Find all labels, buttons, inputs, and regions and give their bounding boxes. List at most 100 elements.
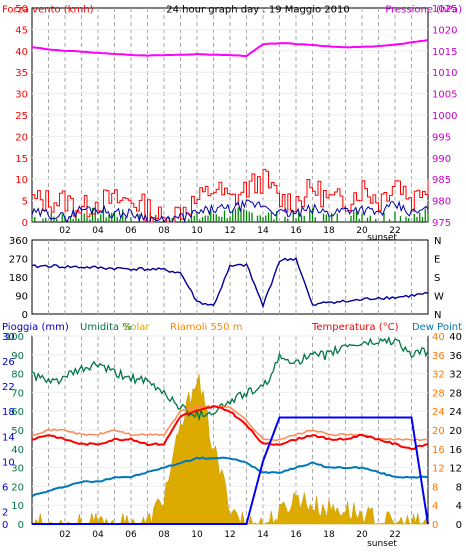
x-tick-label-top: 04 [92,226,104,236]
temp-tick-label: 16 [432,445,445,456]
temp-tick-label: 36 [432,351,445,362]
temp-tick-label: 8 [432,482,438,493]
temperature-axis-title: Temperatura (°C) [311,322,399,333]
wind-tick-label: 25 [15,111,28,122]
wind-speed-axis-title: Forza vento (kmh) [2,4,94,15]
dew-tick-label: 16 [449,445,462,456]
pressure-line [31,39,429,58]
humidity-tick-label: 100 [5,332,24,343]
graph-title: 24 hour graph day : 19 Maggio 2010 [166,4,349,15]
x-tick-label-top: 20 [356,226,368,236]
pressure-tick-label: 1005 [432,90,457,101]
pressure-tick-label: 1010 [432,68,457,79]
x-tick-label-bottom: 20 [356,530,368,540]
dewpoint-axis-title: Dew Point [412,322,462,333]
wind-speed-line [32,168,429,223]
compass-label: S [434,273,440,284]
temp-tick-label: 40 [432,332,445,343]
dew-tick-label: 36 [449,351,462,362]
pressure-tick-label: 995 [432,132,451,143]
wind-tick-label: 50 [15,4,28,15]
direction-tick-label: 270 [9,255,28,266]
pressure-tick-label: 985 [432,175,451,186]
x-tick-label-bottom: 04 [92,530,104,540]
top-panel-series [31,39,429,223]
temp-tick-label: 20 [432,426,445,437]
pressure-tick-label: 1025 [432,4,457,15]
humidity-tick-label: 30 [11,464,24,475]
rain-tick-label: 26 [2,357,15,368]
direction-tick-label: 180 [9,273,28,284]
pressure-tick-label: 990 [432,154,451,165]
rain-total-line [32,416,429,525]
dew-tick-label: 20 [449,426,462,437]
wind-tick-label: 5 [22,197,28,208]
humidity-tick-label: 50 [11,426,24,437]
temp-tick-label: 4 [432,501,438,512]
pressure-tick-label: 1015 [432,47,457,58]
rain-tick-label: 0 [2,520,8,531]
x-tick-label-bottom: 06 [125,530,137,540]
direction-tick-label: 90 [15,292,28,303]
compass-label: N [434,310,441,321]
temp-tick-label: 32 [432,370,445,381]
solar-axis-title: Solar [124,322,150,333]
rain-tick-label: 6 [2,482,8,493]
x-tick-label-bottom: 08 [158,530,170,540]
x-tick-label-top: 08 [158,226,170,236]
x-tick-label-top: 16 [290,226,302,236]
wind-tick-label: 45 [15,25,28,36]
compass-label: W [434,292,444,303]
dew-tick-label: 32 [449,370,462,381]
rain-tick-label: 14 [2,432,15,443]
mid-panel-series [31,257,429,309]
dew-tick-label: 8 [456,482,462,493]
rain-tick-label: 2 [2,507,8,518]
humidity-tick-label: 20 [11,482,24,493]
x-tick-label-top: 18 [323,226,335,236]
dew-tick-label: 0 [456,520,462,531]
temp-tick-label: 28 [432,388,445,399]
x-tick-label-bottom: 22 [389,530,400,540]
x-tick-label-bottom: 02 [59,530,70,540]
wind-tick-label: 30 [15,90,28,101]
x-tick-label-bottom: 12 [224,530,235,540]
pressure-tick-label: 1000 [432,111,457,122]
direction-tick-label: 0 [22,310,28,321]
dew-tick-label: 4 [456,501,462,512]
rain-tick-label: 30 [2,332,15,343]
rain-tick-label: 22 [2,382,15,393]
humidity-tick-label: 80 [11,370,24,381]
dew-tick-label: 28 [449,388,462,399]
humidity-tick-label: 60 [11,407,24,418]
sunset-label-top: sunset [367,233,397,243]
humidity-tick-label: 90 [11,351,24,362]
dew-tick-label: 12 [449,464,462,475]
rain-tick-label: 18 [2,407,15,418]
direction-tick-label: 360 [9,236,28,247]
humidity-tick-label: 40 [11,445,24,456]
temperature-line [32,405,429,451]
temp-tick-label: 24 [432,407,445,418]
wind-tick-label: 20 [15,132,28,143]
dew-tick-label: 40 [449,332,462,343]
x-tick-label-bottom: 14 [257,530,269,540]
hour-gridlines [32,8,428,525]
location-label: Riamoli 550 m [170,322,242,333]
wind-tick-label: 35 [15,68,28,79]
wind-tick-label: 0 [22,218,28,229]
x-tick-label-top: 10 [191,226,203,236]
x-tick-label-bottom: 10 [191,530,203,540]
bottom-panel-series [31,335,429,525]
rain-axis-title: Pioggia (mm) [2,322,69,333]
axis-labels: 0202040406060808101012121414161618182020… [2,4,462,540]
pressure-tick-label: 980 [432,197,451,208]
wind-tick-label: 40 [15,47,28,58]
temp-tick-label: 12 [432,464,445,475]
x-tick-label-top: 22 [389,226,400,236]
sunset-label-bottom: sunset [367,539,397,549]
wind-tick-label: 10 [15,175,28,186]
dewpoint-line [31,456,429,498]
humidity-axis-title: Umidita % [80,322,132,333]
